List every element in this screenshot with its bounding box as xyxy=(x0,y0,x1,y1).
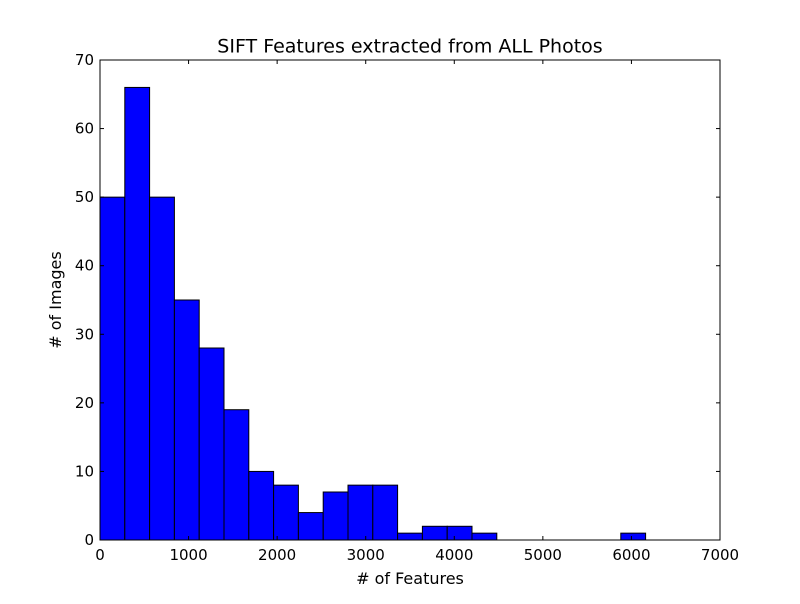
plot-frame xyxy=(99,59,721,541)
histogram-bar xyxy=(198,347,225,541)
x-axis-label: # of Features xyxy=(356,569,464,588)
x-tick-label: 1000 xyxy=(169,546,207,564)
y-tick-label: 10 xyxy=(75,462,94,480)
histogram-bar xyxy=(322,491,349,541)
histogram-bar xyxy=(173,299,200,541)
x-tick-label: 2000 xyxy=(258,546,296,564)
histogram-bar xyxy=(446,525,473,541)
x-tick-label: 0 xyxy=(95,546,105,564)
y-axis-label: # of Images xyxy=(46,251,65,348)
histogram-bar xyxy=(620,532,647,541)
histogram-bar xyxy=(273,484,299,541)
y-tick-label: 60 xyxy=(75,120,94,138)
y-tick-label: 0 xyxy=(84,531,94,549)
x-tick-label: 3000 xyxy=(347,546,385,564)
y-tick-label: 20 xyxy=(75,394,94,412)
y-tick-label: 70 xyxy=(75,51,94,69)
y-tick-label: 50 xyxy=(75,188,94,206)
histogram-bar xyxy=(149,196,175,541)
histogram-bar xyxy=(248,470,275,541)
y-tick-label: 30 xyxy=(75,325,94,343)
histogram-bar xyxy=(471,532,498,541)
y-tick-label: 40 xyxy=(75,257,94,275)
histogram-bar xyxy=(421,525,448,541)
chart-title: SIFT Features extracted from ALL Photos xyxy=(217,36,602,58)
histogram-bar xyxy=(124,86,151,541)
y-axis-ticks: 0 10 20 30 40 50 60 70 xyxy=(75,51,720,549)
histogram-bar xyxy=(223,409,250,541)
bars-group xyxy=(99,86,647,541)
histogram-bar xyxy=(99,196,126,541)
histogram-bar xyxy=(297,512,324,541)
histogram-bar xyxy=(347,484,374,541)
x-tick-label: 4000 xyxy=(435,546,473,564)
x-axis-ticks: 0 1000 2000 3000 4000 5000 6000 7000 xyxy=(95,60,739,564)
histogram-bar xyxy=(397,532,423,541)
x-tick-label: 5000 xyxy=(524,546,562,564)
x-tick-label: 6000 xyxy=(612,546,650,564)
histogram-bar xyxy=(372,484,399,541)
x-tick-label: 7000 xyxy=(701,546,739,564)
